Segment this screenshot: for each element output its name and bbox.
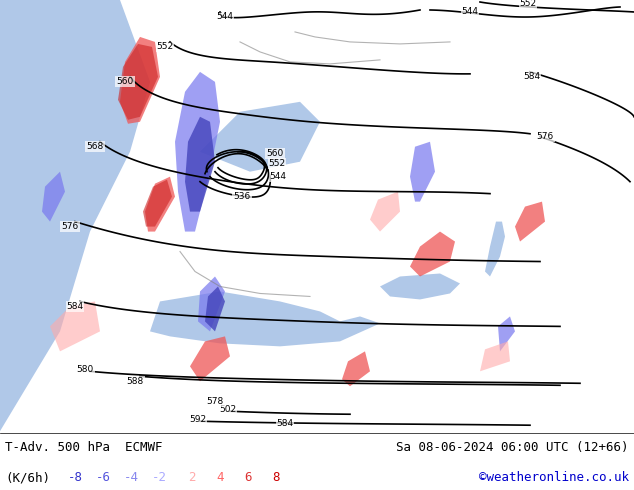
Polygon shape: [515, 201, 545, 242]
Polygon shape: [198, 276, 225, 331]
Text: -8: -8: [67, 471, 82, 484]
Polygon shape: [480, 342, 510, 371]
Text: 4: 4: [216, 471, 224, 484]
Polygon shape: [190, 336, 230, 381]
Text: 502: 502: [219, 405, 236, 414]
Polygon shape: [50, 301, 100, 351]
Text: 576: 576: [536, 132, 553, 141]
Polygon shape: [485, 221, 505, 276]
Text: 568: 568: [86, 142, 103, 151]
Text: 588: 588: [126, 377, 144, 386]
Text: 544: 544: [269, 172, 287, 181]
Text: 576: 576: [61, 222, 79, 231]
Text: 584: 584: [524, 73, 541, 81]
Text: Sa 08-06-2024 06:00 UTC (12+66): Sa 08-06-2024 06:00 UTC (12+66): [396, 441, 629, 454]
Polygon shape: [498, 317, 515, 351]
Text: 552: 552: [519, 0, 536, 8]
Text: -6: -6: [96, 471, 110, 484]
Text: -4: -4: [124, 471, 138, 484]
Polygon shape: [0, 0, 150, 431]
Text: 2: 2: [188, 471, 196, 484]
Text: -2: -2: [152, 471, 167, 484]
Text: 552: 552: [157, 43, 174, 51]
Polygon shape: [380, 273, 460, 299]
Text: 584: 584: [276, 419, 294, 428]
Text: 8: 8: [272, 471, 280, 484]
Polygon shape: [200, 102, 320, 172]
Polygon shape: [143, 180, 172, 226]
Polygon shape: [410, 142, 435, 201]
Polygon shape: [118, 44, 158, 120]
Text: ©weatheronline.co.uk: ©weatheronline.co.uk: [479, 471, 629, 484]
Polygon shape: [342, 351, 370, 386]
Polygon shape: [370, 192, 400, 232]
Text: 544: 544: [462, 7, 479, 17]
Text: 580: 580: [76, 365, 94, 374]
Text: 536: 536: [233, 192, 250, 201]
Polygon shape: [175, 72, 220, 232]
Text: 578: 578: [207, 397, 224, 406]
Polygon shape: [410, 232, 455, 276]
Text: 584: 584: [67, 302, 84, 311]
Text: (K/6h): (K/6h): [5, 471, 50, 484]
Text: 560: 560: [266, 149, 283, 158]
Polygon shape: [150, 292, 380, 346]
Polygon shape: [145, 177, 175, 232]
Polygon shape: [120, 37, 160, 124]
Polygon shape: [205, 287, 225, 331]
Polygon shape: [42, 172, 65, 221]
Text: 544: 544: [216, 12, 233, 22]
Text: 560: 560: [117, 77, 134, 86]
Text: 592: 592: [190, 415, 207, 424]
Text: T-Adv. 500 hPa  ECMWF: T-Adv. 500 hPa ECMWF: [5, 441, 162, 454]
Text: 6: 6: [244, 471, 252, 484]
Text: 552: 552: [268, 159, 285, 168]
Polygon shape: [185, 117, 215, 212]
